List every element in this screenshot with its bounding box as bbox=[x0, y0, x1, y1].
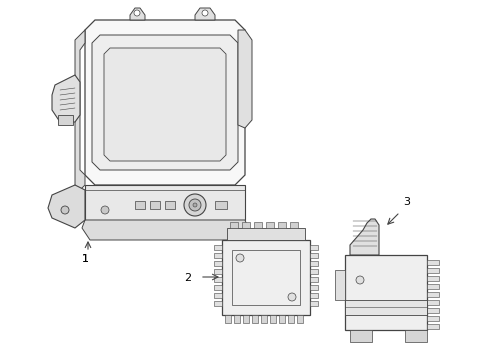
Polygon shape bbox=[350, 219, 379, 255]
Polygon shape bbox=[427, 292, 439, 297]
Polygon shape bbox=[310, 293, 318, 298]
Circle shape bbox=[189, 199, 201, 211]
Bar bbox=[135, 201, 145, 209]
Polygon shape bbox=[214, 269, 222, 274]
Polygon shape bbox=[85, 185, 245, 220]
Polygon shape bbox=[261, 315, 267, 323]
Bar bbox=[150, 201, 160, 209]
Bar bbox=[215, 201, 227, 209]
Polygon shape bbox=[214, 301, 222, 306]
Polygon shape bbox=[310, 261, 318, 266]
Text: 2: 2 bbox=[184, 273, 191, 283]
Polygon shape bbox=[427, 324, 439, 329]
Polygon shape bbox=[104, 48, 226, 161]
Circle shape bbox=[61, 206, 69, 214]
Polygon shape bbox=[195, 8, 215, 20]
Polygon shape bbox=[427, 300, 439, 305]
Circle shape bbox=[193, 203, 197, 207]
Polygon shape bbox=[427, 284, 439, 289]
Polygon shape bbox=[427, 260, 439, 265]
Polygon shape bbox=[48, 185, 85, 228]
Polygon shape bbox=[92, 35, 238, 170]
Polygon shape bbox=[85, 20, 245, 185]
Polygon shape bbox=[335, 270, 345, 300]
Polygon shape bbox=[310, 269, 318, 274]
Polygon shape bbox=[310, 253, 318, 258]
Polygon shape bbox=[82, 220, 248, 240]
Polygon shape bbox=[427, 268, 439, 273]
Polygon shape bbox=[214, 261, 222, 266]
Polygon shape bbox=[214, 277, 222, 282]
Polygon shape bbox=[252, 315, 258, 323]
Polygon shape bbox=[278, 222, 286, 228]
Polygon shape bbox=[290, 222, 298, 228]
Circle shape bbox=[288, 293, 296, 301]
Polygon shape bbox=[427, 276, 439, 281]
Polygon shape bbox=[227, 228, 305, 240]
Circle shape bbox=[134, 10, 140, 16]
Polygon shape bbox=[350, 330, 372, 342]
Circle shape bbox=[101, 206, 109, 214]
Circle shape bbox=[202, 10, 208, 16]
Polygon shape bbox=[222, 240, 310, 315]
Polygon shape bbox=[242, 222, 250, 228]
Polygon shape bbox=[310, 285, 318, 290]
Polygon shape bbox=[214, 253, 222, 258]
Polygon shape bbox=[238, 30, 252, 128]
Polygon shape bbox=[230, 222, 238, 228]
Polygon shape bbox=[243, 315, 249, 323]
Polygon shape bbox=[427, 316, 439, 321]
Circle shape bbox=[236, 254, 244, 262]
Polygon shape bbox=[58, 115, 73, 125]
Polygon shape bbox=[310, 301, 318, 306]
Polygon shape bbox=[225, 315, 231, 323]
Bar bbox=[165, 201, 175, 209]
Polygon shape bbox=[345, 255, 427, 330]
Polygon shape bbox=[270, 315, 276, 323]
Polygon shape bbox=[214, 293, 222, 298]
Polygon shape bbox=[75, 30, 85, 195]
Polygon shape bbox=[52, 75, 80, 122]
Polygon shape bbox=[297, 315, 303, 323]
Polygon shape bbox=[405, 330, 427, 342]
Polygon shape bbox=[310, 245, 318, 250]
Text: 1: 1 bbox=[82, 254, 89, 264]
Circle shape bbox=[356, 276, 364, 284]
Polygon shape bbox=[288, 315, 294, 323]
Polygon shape bbox=[310, 277, 318, 282]
Polygon shape bbox=[214, 245, 222, 250]
Polygon shape bbox=[279, 315, 285, 323]
Polygon shape bbox=[427, 308, 439, 313]
Circle shape bbox=[184, 194, 206, 216]
Text: 3: 3 bbox=[403, 197, 410, 207]
Polygon shape bbox=[214, 285, 222, 290]
Polygon shape bbox=[254, 222, 262, 228]
Polygon shape bbox=[345, 300, 427, 315]
Polygon shape bbox=[234, 315, 240, 323]
Polygon shape bbox=[266, 222, 274, 228]
Polygon shape bbox=[130, 8, 145, 20]
Text: 1: 1 bbox=[82, 254, 89, 264]
